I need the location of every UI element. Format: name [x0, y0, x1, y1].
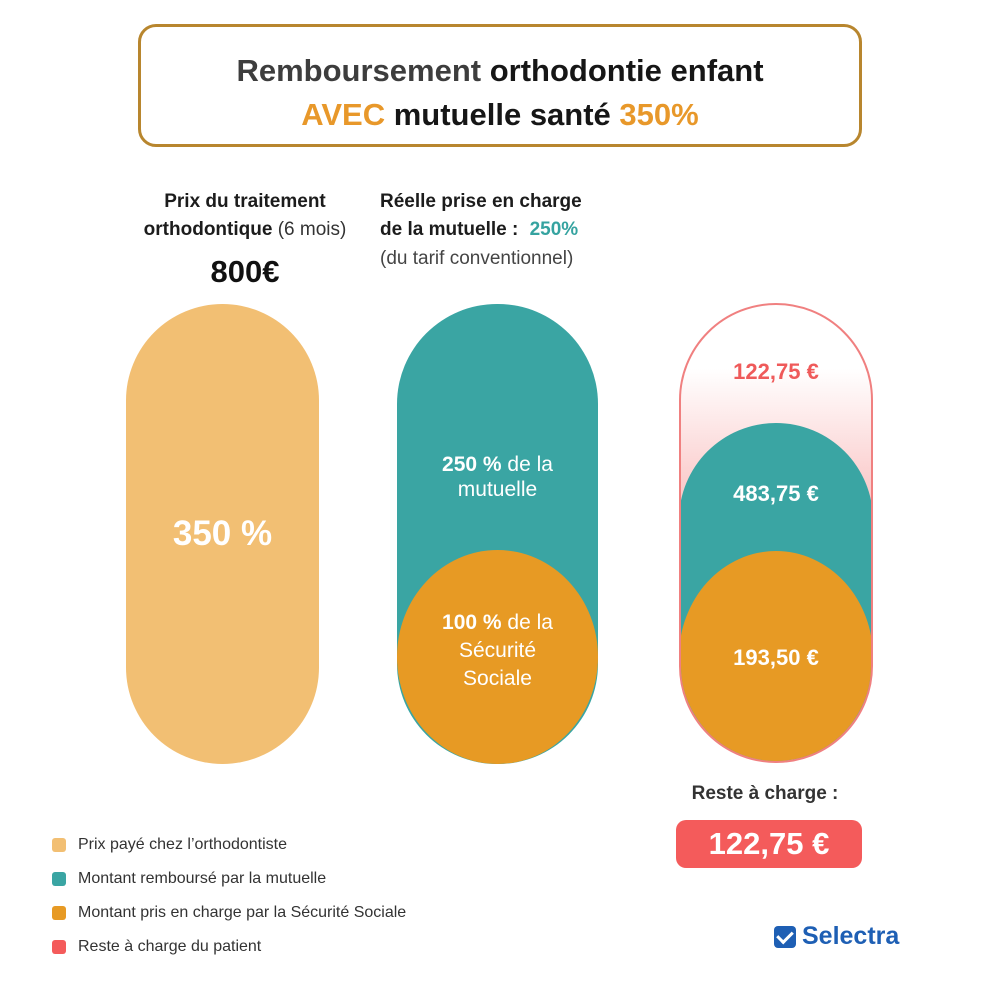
column2-title-line2: de la mutuelle : 250%	[380, 216, 670, 244]
reste-amount-label: 122,75 €	[733, 359, 819, 384]
column2-subtitle: (du tarif conventionnel)	[380, 248, 574, 269]
column2-title-line1: Réelle prise en charge	[380, 191, 582, 212]
title-box: Remboursement orthodontie enfant AVEC mu…	[138, 24, 862, 147]
mutuelle-share-pct: 250 %	[442, 453, 502, 476]
legend-item-mutuelle: Montant remboursé par la mutuelle	[52, 862, 406, 896]
legend-label-reste: Reste à charge du patient	[78, 938, 262, 955]
column1-title-bold: orthodontique	[143, 219, 273, 240]
secu-circle	[397, 550, 598, 764]
title-line-2: AVEC mutuelle santé 350%	[141, 93, 859, 137]
legend: Prix payé chez l’orthodontiste Montant r…	[52, 828, 406, 964]
mutuelle-share-text: de la	[501, 453, 553, 476]
title-word-orthodontie: orthodontie enfant	[489, 53, 764, 88]
legend-item-secu: Montant pris en charge par la Sécurité S…	[52, 896, 406, 930]
column2-title-pct: 250%	[529, 219, 579, 240]
column1-title-line1: Prix du traitement	[164, 191, 326, 212]
mutuelle-share-line2: mutuelle	[457, 478, 538, 501]
title-word-mutuelle: mutuelle santé	[393, 97, 611, 132]
price-pill-label: 350 %	[172, 514, 273, 553]
column1-header: Prix du traitement orthodontique (6 mois…	[90, 188, 400, 290]
title-word-pct: 350%	[619, 97, 699, 132]
legend-swatch-mutuelle	[52, 872, 66, 886]
secu-amount-segment	[681, 551, 871, 761]
legend-swatch-price	[52, 838, 66, 852]
column2-header: Réelle prise en charge de la mutuelle : …	[380, 188, 670, 274]
brand-name: Selectra	[802, 922, 900, 950]
mutuelle-amount-label: 483,75 €	[733, 481, 819, 506]
title-line-1: Remboursement orthodontie enfant	[141, 49, 859, 93]
legend-label-secu: Montant pris en charge par la Sécurité S…	[78, 904, 407, 921]
secu-amount-label: 193,50 €	[733, 645, 819, 670]
legend-item-price: Prix payé chez l’orthodontiste	[52, 828, 406, 862]
amounts-pill: 122,75 € 483,75 € 193,50 €	[679, 303, 873, 763]
secu-share-pct: 100 %	[442, 611, 502, 634]
column1-title-duration: (6 mois)	[277, 219, 347, 240]
legend-item-reste: Reste à charge du patient	[52, 930, 406, 964]
column1-title-line2: orthodontique (6 mois)	[90, 216, 400, 244]
secu-share-line3: Sociale	[463, 667, 532, 690]
legend-swatch-reste	[52, 940, 66, 954]
brand-logo: Selectra	[774, 922, 899, 951]
secu-share-label: 100 % de la Sécurité Sociale	[397, 609, 598, 693]
secu-share-text: de la	[501, 611, 553, 634]
legend-swatch-secu	[52, 906, 66, 920]
legend-label-price: Prix payé chez l’orthodontiste	[78, 836, 287, 853]
title-word-remboursement: Remboursement	[236, 53, 482, 88]
secu-share-line2: Sécurité	[458, 639, 537, 662]
legend-label-mutuelle: Montant remboursé par la mutuelle	[78, 870, 327, 887]
checkmark-icon	[774, 925, 796, 948]
column2-title-text: de la mutuelle :	[380, 219, 519, 240]
reste-a-charge-label: Reste à charge :	[691, 783, 839, 804]
price-pill: 350 %	[126, 304, 319, 764]
reste-a-charge-badge: 122,75 €	[676, 820, 862, 868]
treatment-price: 800€	[210, 254, 280, 289]
mutuelle-share-label: 250 % de la mutuelle	[397, 452, 598, 502]
coverage-pill: 250 % de la mutuelle 100 % de la Sécurit…	[397, 304, 598, 764]
title-word-avec: AVEC	[301, 97, 386, 132]
